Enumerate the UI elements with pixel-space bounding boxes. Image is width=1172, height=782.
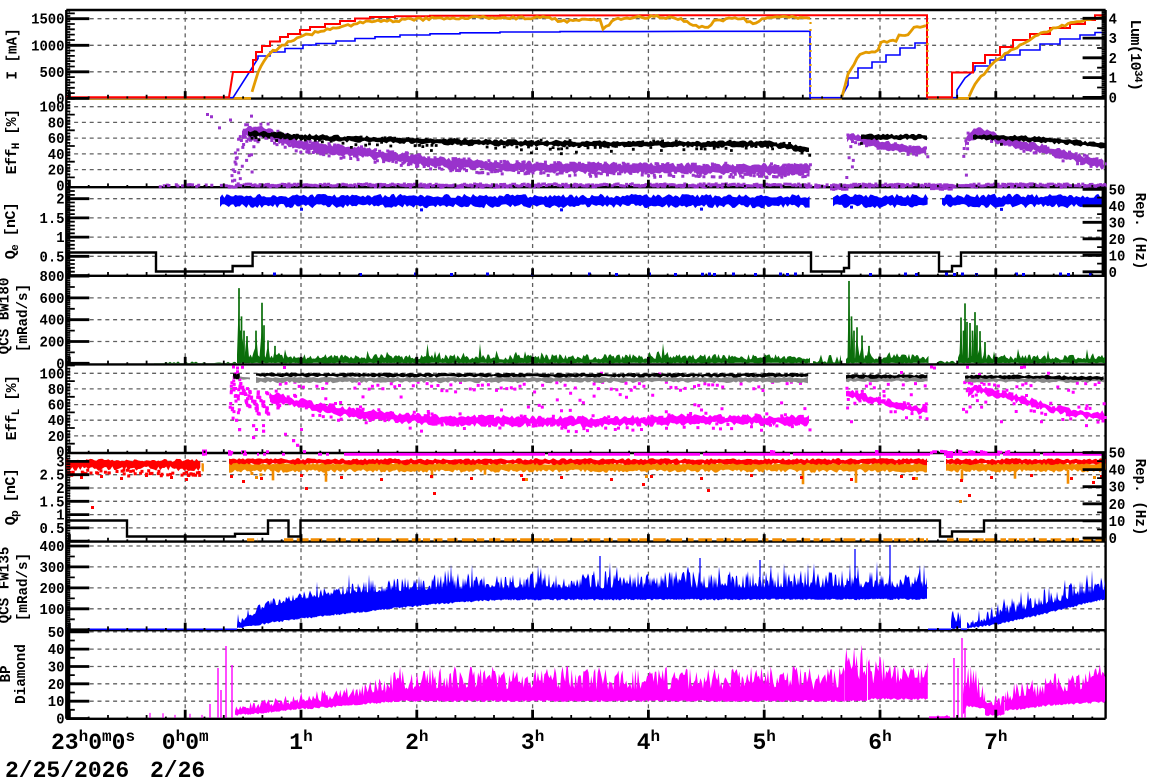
svg-text:1.5: 1.5 [40, 495, 65, 511]
svg-text:4h​: 4h​ [637, 728, 660, 756]
svg-text:0.5: 0.5 [40, 250, 65, 266]
svg-text:[mRad/s]: [mRad/s] [16, 553, 32, 621]
svg-text:1: 1 [56, 231, 65, 247]
svg-text:40: 40 [48, 414, 65, 430]
svg-text:0: 0 [56, 179, 64, 195]
svg-text:100: 100 [40, 101, 65, 117]
svg-text:2/26: 2/26 [150, 758, 205, 782]
svg-text:1h​: 1h​ [289, 728, 312, 756]
svg-text:EffH [%]: EffH [%] [4, 110, 23, 175]
svg-text:60: 60 [48, 132, 65, 148]
svg-text:20: 20 [48, 164, 65, 180]
svg-text:300: 300 [40, 561, 65, 577]
svg-text:30: 30 [48, 661, 65, 677]
svg-text:50: 50 [1109, 183, 1126, 199]
svg-text:0.5: 0.5 [40, 522, 65, 538]
svg-text:400: 400 [40, 314, 65, 330]
svg-text:0: 0 [56, 713, 64, 729]
svg-text:20: 20 [48, 678, 65, 694]
svg-text:0: 0 [1109, 532, 1117, 548]
svg-text:23h​0m​0s​: 23h​0m​0s​ [51, 728, 135, 756]
svg-text:40: 40 [1109, 200, 1126, 216]
svg-text:40: 40 [1109, 464, 1126, 480]
svg-text:I [mA]: I [mA] [6, 28, 22, 79]
svg-text:Diamond: Diamond [14, 644, 30, 704]
svg-text:10: 10 [1109, 249, 1126, 265]
svg-text:20: 20 [1109, 498, 1126, 514]
svg-text:QCS BW180: QCS BW180 [0, 278, 14, 355]
svg-text:1.5: 1.5 [40, 212, 65, 228]
svg-text:1: 1 [1109, 72, 1118, 88]
svg-text:0h​0m​: 0h​0m​ [162, 728, 209, 756]
svg-text:1500: 1500 [31, 13, 64, 29]
svg-text:10: 10 [1109, 515, 1126, 531]
svg-text:Qe [nC]: Qe [nC] [3, 203, 22, 259]
svg-text:10: 10 [48, 695, 65, 711]
svg-text:80: 80 [48, 116, 65, 132]
svg-text:40: 40 [48, 643, 65, 659]
svg-text:2: 2 [56, 482, 64, 498]
svg-text:Rep. (Hz): Rep. (Hz) [1131, 459, 1147, 536]
svg-text:0: 0 [56, 357, 64, 373]
svg-text:QCS FW135: QCS FW135 [0, 547, 14, 624]
svg-text:1000: 1000 [31, 39, 64, 55]
svg-text:30: 30 [1109, 481, 1126, 497]
svg-text:7h​: 7h​ [984, 728, 1007, 756]
svg-text:2: 2 [56, 193, 64, 209]
svg-text:20: 20 [1109, 233, 1126, 249]
svg-text:Qp [nC]: Qp [nC] [3, 469, 22, 525]
svg-text:800: 800 [40, 270, 65, 286]
svg-text:30: 30 [1109, 216, 1126, 232]
svg-text:EffL [%]: EffL [%] [4, 376, 23, 441]
svg-text:80: 80 [48, 383, 65, 399]
svg-text:0: 0 [1109, 91, 1117, 107]
svg-text:0: 0 [1109, 266, 1117, 282]
svg-text:3: 3 [56, 455, 64, 471]
svg-text:100: 100 [40, 367, 65, 383]
svg-text:2.5: 2.5 [40, 469, 65, 485]
svg-text:[mRad/s]: [mRad/s] [16, 284, 32, 352]
svg-text:50: 50 [1109, 447, 1126, 463]
svg-text:BP: BP [0, 665, 15, 682]
svg-text:2h​: 2h​ [405, 728, 428, 756]
svg-text:2: 2 [1109, 52, 1117, 68]
svg-text:6h​: 6h​ [868, 728, 891, 756]
svg-text:200: 200 [40, 336, 65, 352]
svg-text:0: 0 [56, 92, 64, 108]
svg-text:4: 4 [1109, 12, 1118, 28]
svg-text:0: 0 [56, 446, 64, 462]
svg-text:50: 50 [48, 626, 65, 642]
svg-text:20: 20 [48, 430, 65, 446]
svg-text:40: 40 [48, 148, 65, 164]
svg-text:3: 3 [1109, 32, 1117, 48]
svg-text:Rep. (Hz): Rep. (Hz) [1131, 193, 1147, 270]
svg-text:2/25/2026: 2/25/2026 [5, 758, 129, 782]
svg-text:5h​: 5h​ [752, 728, 775, 756]
svg-text:1: 1 [56, 509, 65, 525]
svg-text:500: 500 [40, 66, 65, 82]
svg-text:3h​: 3h​ [521, 728, 544, 756]
svg-text:60: 60 [48, 399, 65, 415]
svg-text:200: 200 [40, 582, 65, 598]
svg-text:400: 400 [40, 540, 65, 556]
svg-text:600: 600 [40, 292, 65, 308]
svg-text:100: 100 [40, 603, 65, 619]
